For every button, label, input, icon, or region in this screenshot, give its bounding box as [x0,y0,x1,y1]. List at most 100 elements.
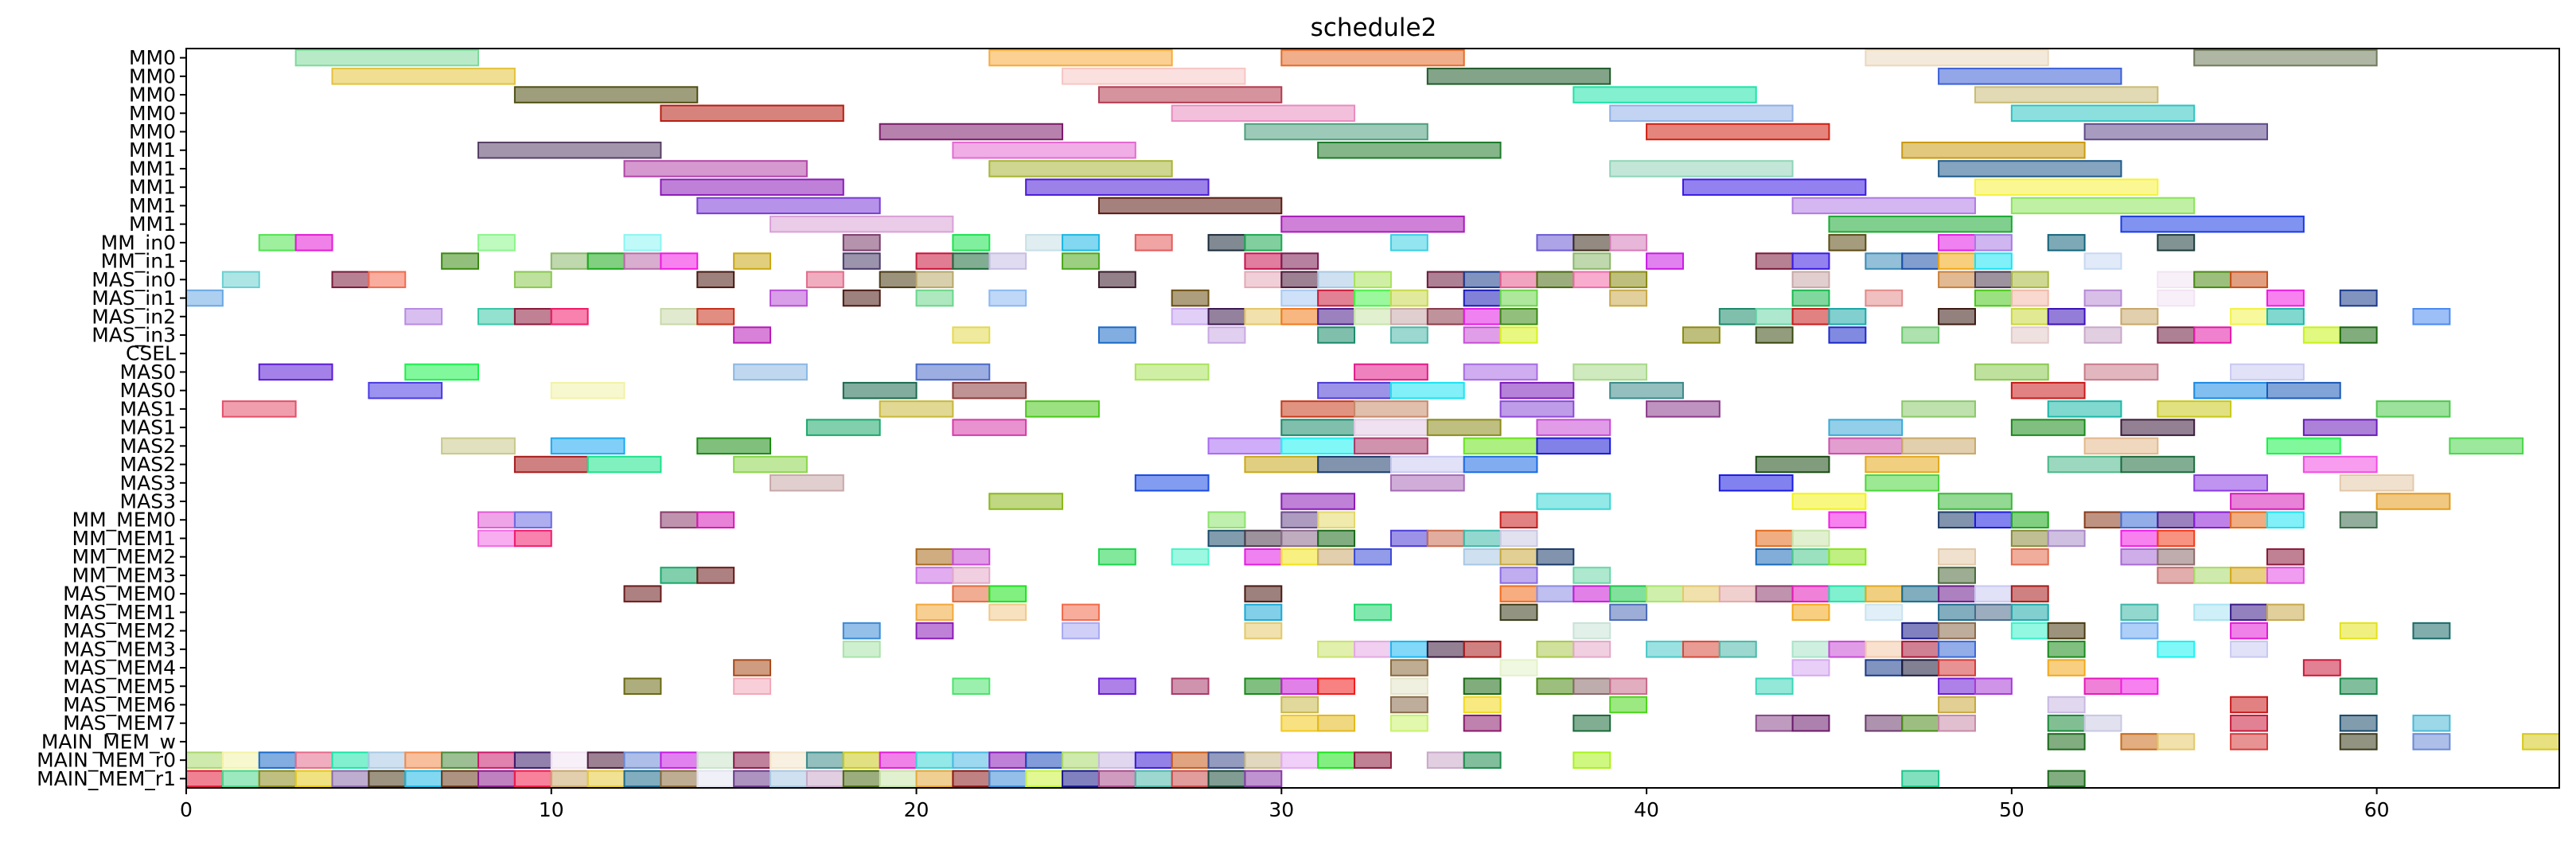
x-tick-label: 10 [539,798,564,821]
task-bar [1354,603,1392,622]
task-bar [1791,289,1830,307]
task-bar [1062,770,1100,788]
task-bar [2266,603,2305,622]
task-bar [404,770,443,788]
task-bar [1755,252,1794,270]
task-bar [1572,271,1611,289]
task-bar [915,622,954,640]
task-bar [1280,751,1319,769]
task-bar [1025,234,1064,251]
task-bar [294,751,333,769]
task-bar [2339,326,2378,344]
task-bar [1828,437,1904,455]
task-bar [2157,289,2196,307]
task-bar [952,326,991,344]
task-bar [2157,511,2196,528]
y-tick-label: MAS0 [120,379,176,402]
task-bar [1244,308,1283,325]
task-bar [587,455,662,474]
task-bar [368,381,443,400]
task-bar [1171,289,1210,307]
task-bar [550,308,589,325]
task-bar [1134,751,1173,769]
task-bar [1207,234,1246,251]
task-bar [1463,548,1502,566]
task-bar [623,770,662,788]
task-bar [513,770,552,788]
task-bar [1646,641,1684,658]
task-bar [2157,234,2196,251]
task-bar [1426,751,1465,769]
task-bar [2047,770,2086,788]
task-bar [258,751,297,769]
task-bar [952,770,991,788]
task-bar [1134,770,1173,788]
task-bar [1938,252,1976,270]
task-bar [550,252,589,270]
y-tick-label: MAS_in2 [92,305,176,328]
task-bar [2339,474,2414,492]
task-bar [1354,363,1428,381]
task-bar [2193,271,2232,289]
task-bar [2047,714,2086,732]
task-bar [2339,677,2378,696]
chart-title: schedule2 [1311,14,1437,42]
task-bar [1901,141,2086,159]
task-bar [1354,751,1392,769]
task-bar [2010,585,2049,602]
task-bar [368,271,407,289]
task-bar [1389,234,1428,251]
task-bar [1389,289,1428,307]
task-bar [513,529,552,548]
task-bar [1572,585,1611,602]
x-axis: 0 10 20 30 40 50 60 [180,788,2390,821]
task-bar [988,770,1027,788]
task-bar [1938,622,1976,640]
task-bar [1828,641,1867,658]
y-tick-label: MM0 [129,120,176,143]
task-bar [2230,733,2268,750]
task-bar [733,677,772,696]
task-bar [1389,381,1465,400]
task-bar [1463,363,1538,381]
task-bar [513,86,699,103]
task-bar [2047,308,2086,325]
task-bar [1865,252,1904,270]
task-bar [2302,659,2341,676]
task-bar [2010,548,2049,566]
task-bar [258,234,297,251]
task-bar [2083,289,2122,307]
task-bar [1609,603,1648,622]
task-bar [1463,289,1502,307]
task-bar [1134,234,1173,251]
task-bar [1901,659,1940,676]
y-tick-label: MAS_in1 [92,287,176,310]
task-bar [1609,289,1648,307]
task-bar [2302,455,2378,474]
x-tick-label: 40 [1634,798,1659,821]
task-bar [404,308,443,325]
task-bar [2047,234,2086,251]
task-bar [2302,326,2341,344]
y-tick-label: MM0 [129,46,176,69]
task-bar [1244,455,1319,474]
task-bar [1463,326,1502,344]
task-bar [696,197,881,215]
task-bar [1280,493,1356,510]
task-bar [2120,733,2159,750]
task-bar [1499,400,1575,418]
task-bar [1901,400,1976,418]
task-bar [915,289,954,307]
task-bar [2375,493,2451,510]
y-tick-label: MM1 [129,157,176,180]
task-bar [770,474,844,492]
task-bar [1389,677,1428,696]
task-bar [1901,622,1940,640]
task-bar [185,770,224,788]
task-bar [2010,381,2086,400]
task-bar [733,363,808,381]
task-bar [2266,511,2305,528]
task-bar [368,751,407,769]
task-bar [1389,529,1428,548]
task-bar [2230,511,2268,528]
